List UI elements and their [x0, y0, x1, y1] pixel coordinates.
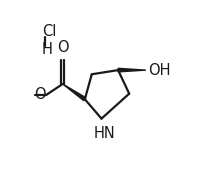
- Text: O: O: [34, 87, 45, 102]
- Text: HN: HN: [93, 126, 115, 141]
- Text: Cl: Cl: [42, 24, 56, 39]
- Polygon shape: [63, 84, 86, 101]
- Text: H: H: [42, 42, 53, 57]
- Text: O: O: [57, 40, 69, 55]
- Text: OH: OH: [148, 63, 171, 78]
- Polygon shape: [118, 68, 146, 72]
